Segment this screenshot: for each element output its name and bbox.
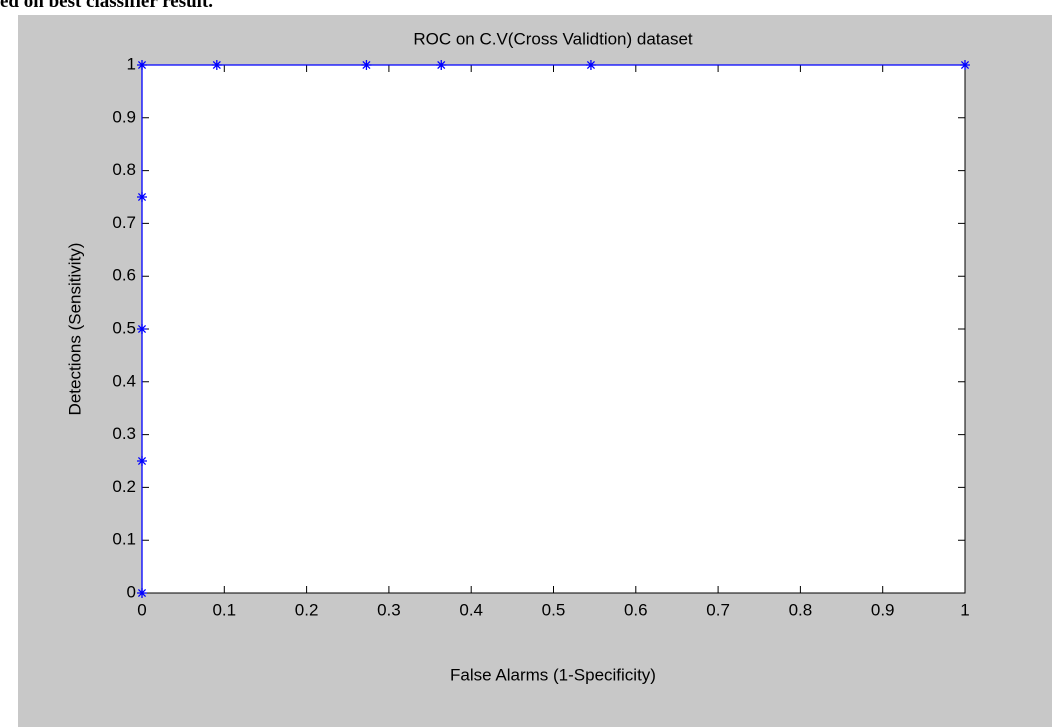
roc-line <box>141 64 965 593</box>
y-tick-label: 0.7 <box>112 213 136 232</box>
y-axis-label: Detections (Sensitivity) <box>65 243 84 416</box>
point-marker <box>137 588 147 598</box>
x-tick-label: 1 <box>960 600 969 619</box>
point-marker <box>137 456 147 466</box>
x-tick-label: 0 <box>137 600 146 619</box>
x-tick-label: 0.9 <box>871 600 895 619</box>
point-marker <box>137 60 147 70</box>
page-header: ed on best classifier result. <box>0 0 214 12</box>
x-tick-label: 0.8 <box>789 600 813 619</box>
x-tick-label: 0.3 <box>377 600 401 619</box>
x-tick-label: 0.4 <box>459 600 483 619</box>
y-tick-label: 0.9 <box>112 107 136 126</box>
y-tick-label: 0.3 <box>112 424 136 443</box>
chart-title: ROC on C.V(Cross Validtion) dataset <box>413 29 693 48</box>
x-tick-label: 0.5 <box>542 600 566 619</box>
point-marker <box>137 324 147 334</box>
y-tick-label: 0.6 <box>112 266 136 285</box>
x-axis-label: False Alarms (1-Specificity) <box>450 665 656 684</box>
point-marker <box>211 60 222 70</box>
y-tick-label: 0.8 <box>112 160 136 179</box>
x-tick-label: 0.6 <box>624 600 648 619</box>
point-marker <box>436 60 447 70</box>
y-tick-label: 0.4 <box>112 371 136 390</box>
y-tick-label: 0.2 <box>112 477 136 496</box>
y-tick-label: 0.5 <box>112 318 136 337</box>
point-marker <box>137 192 147 202</box>
x-tick-label: 0.1 <box>212 600 236 619</box>
plot-area <box>141 64 966 594</box>
x-tick-label: 0.2 <box>295 600 319 619</box>
point-marker <box>361 60 372 70</box>
y-tick-label: 0.1 <box>112 530 136 549</box>
y-tick-label: 1 <box>127 54 136 73</box>
y-tick-label: 0 <box>127 582 136 601</box>
point-marker <box>585 60 596 70</box>
x-tick-label: 0.7 <box>706 600 730 619</box>
point-marker <box>960 60 970 70</box>
